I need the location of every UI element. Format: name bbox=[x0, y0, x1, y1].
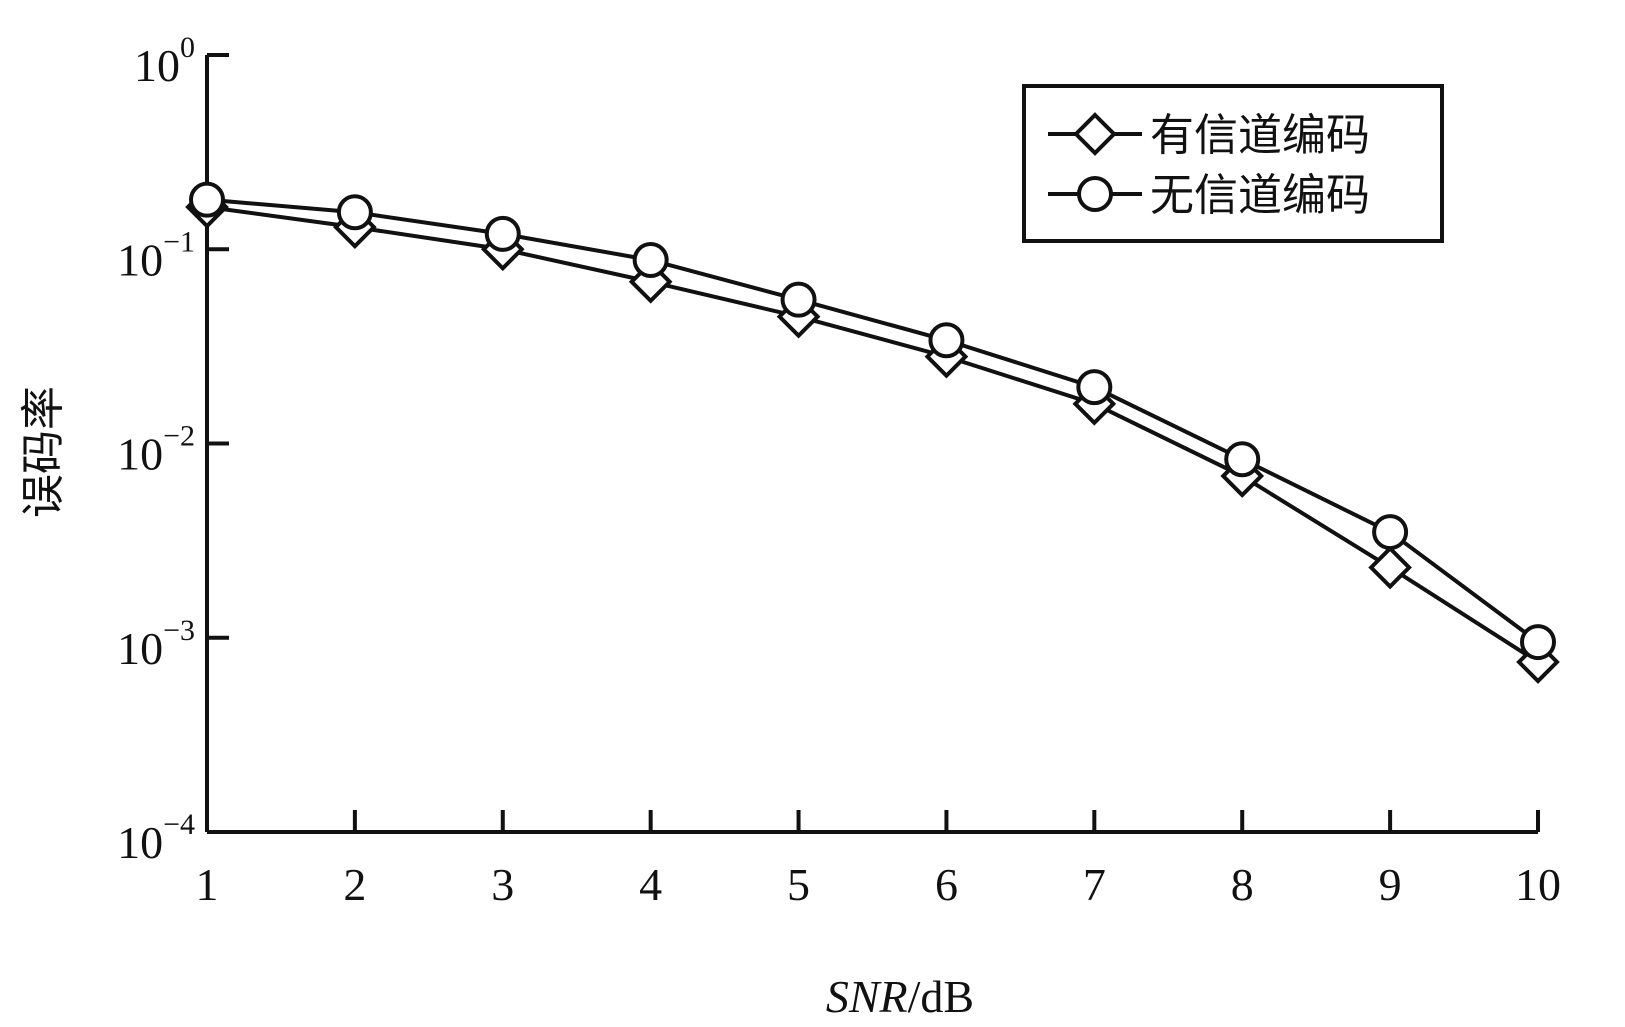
circle-data-point bbox=[928, 322, 965, 359]
y-tick-label-exponent: −3 bbox=[163, 614, 195, 647]
y-axis-title: 误码率 bbox=[18, 386, 69, 518]
circle-data-point bbox=[632, 242, 669, 279]
series-coded bbox=[185, 185, 1560, 684]
series-line bbox=[206, 197, 1540, 644]
x-tick-label: 10 bbox=[1515, 859, 1561, 910]
legend-label: 无信道编码 bbox=[1150, 170, 1370, 221]
circle-data-point bbox=[189, 181, 225, 218]
y-tick-label-exponent: −1 bbox=[163, 225, 195, 258]
x-tick-label: 7 bbox=[1083, 859, 1106, 910]
x-tick-label: 1 bbox=[196, 859, 219, 910]
y-tick-label-base: 10 bbox=[117, 817, 163, 868]
legend-label: 有信道编码 bbox=[1150, 110, 1370, 161]
x-tick-label: 3 bbox=[491, 859, 514, 910]
x-tick-label: 2 bbox=[343, 859, 366, 910]
x-tick-label: 8 bbox=[1231, 859, 1254, 910]
x-axis-title: SNR/dB bbox=[826, 971, 974, 1022]
series-uncoded bbox=[189, 181, 1556, 661]
y-tick-label-base: 10 bbox=[117, 623, 163, 674]
y-tick-label: 10−3 bbox=[117, 614, 195, 674]
circle-data-point bbox=[484, 215, 521, 252]
series-layer bbox=[185, 181, 1560, 684]
y-tick-label-base: 10 bbox=[117, 234, 163, 285]
y-tick-label: 10−4 bbox=[117, 808, 195, 868]
x-tick-label: 4 bbox=[639, 859, 662, 910]
legend-box bbox=[1022, 84, 1444, 243]
x-tick-label: 6 bbox=[935, 859, 958, 910]
y-tick-label-base: 10 bbox=[117, 429, 163, 480]
y-tick-label-base: 10 bbox=[134, 40, 180, 91]
y-tick-label-exponent: −4 bbox=[163, 808, 195, 841]
y-tick-label: 10−1 bbox=[117, 225, 195, 285]
x-axis-title-variable: SNR bbox=[826, 971, 908, 1022]
x-tick-label: 5 bbox=[787, 859, 810, 910]
y-tick-label-exponent: 0 bbox=[180, 31, 195, 64]
diamond-data-point bbox=[1368, 545, 1412, 590]
legend-diamond-marker bbox=[1073, 112, 1117, 156]
series-line bbox=[206, 205, 1540, 664]
circle-data-point bbox=[1076, 369, 1113, 406]
y-tick-label: 100 bbox=[134, 31, 195, 91]
circle-data-point bbox=[1224, 441, 1261, 478]
circle-data-point bbox=[336, 194, 373, 231]
legend-circle-marker bbox=[1077, 176, 1113, 212]
x-tick-label: 9 bbox=[1379, 859, 1402, 910]
circle-data-point bbox=[1520, 624, 1556, 661]
circle-data-point bbox=[1372, 514, 1409, 551]
circle-data-point bbox=[780, 281, 817, 318]
x-axis-title-unit: /dB bbox=[908, 971, 974, 1022]
y-tick-label: 10−2 bbox=[117, 420, 195, 480]
y-tick-label-exponent: −2 bbox=[163, 420, 195, 453]
